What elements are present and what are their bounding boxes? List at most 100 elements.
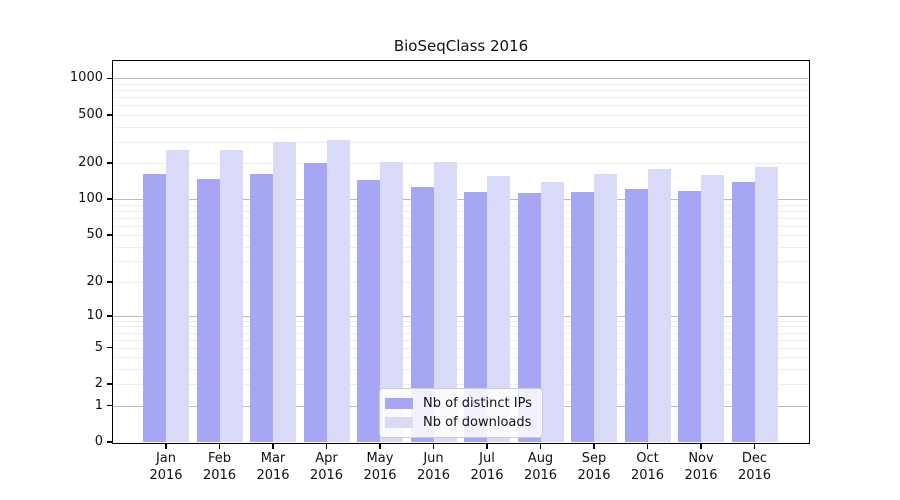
chart-layer: Jan 2016 Feb 2016 Mar 2016 Apr 2016 May 2016 Jun 20… bbox=[70, 61, 808, 483]
x-tick-label: Aug 2016 bbox=[523, 451, 558, 483]
y-gridline-minor bbox=[113, 126, 808, 128]
y-tick-label: 5 bbox=[94, 339, 103, 355]
y-tick bbox=[106, 281, 112, 283]
y-tick bbox=[106, 383, 112, 385]
x-tick bbox=[539, 443, 542, 449]
y-tick-label: 1000 bbox=[69, 70, 103, 86]
legend-item: Nb of distinct IPs bbox=[385, 394, 532, 413]
y-gridline-minor bbox=[113, 210, 808, 212]
y-gridline-minor bbox=[113, 83, 808, 85]
y-gridline-minor bbox=[113, 105, 808, 107]
bar-distinct-ips bbox=[464, 192, 487, 442]
x-tick-label: May 2016 bbox=[363, 451, 397, 483]
bar-distinct-ips bbox=[196, 179, 220, 442]
x-tick bbox=[325, 443, 328, 449]
y-tick bbox=[106, 234, 112, 236]
x-tick bbox=[432, 443, 435, 449]
y-tick-label: 0 bbox=[94, 434, 103, 449]
x-tick bbox=[272, 443, 274, 449]
y-gridline-minor bbox=[113, 114, 808, 116]
y-gridline-minor bbox=[113, 369, 808, 370]
y-tick-label: 10 bbox=[86, 307, 103, 323]
bar-downloads bbox=[701, 175, 724, 442]
y-gridline-minor bbox=[113, 217, 808, 219]
y-tick-label: 1 bbox=[94, 397, 103, 413]
x-tick-label: Feb 2016 bbox=[202, 451, 237, 483]
x-tick bbox=[218, 443, 221, 449]
bar-downloads bbox=[540, 181, 564, 442]
y-tick bbox=[106, 404, 112, 407]
bar-distinct-ips bbox=[731, 182, 755, 442]
y-tick bbox=[106, 315, 112, 317]
x-tick bbox=[646, 443, 649, 449]
bar-distinct-ips bbox=[303, 162, 327, 442]
bar-distinct-ips bbox=[517, 192, 541, 442]
bar-downloads bbox=[433, 161, 457, 442]
legend-swatch-downloads bbox=[385, 417, 413, 428]
y-gridline-minor bbox=[113, 225, 808, 227]
y-gridline-minor bbox=[113, 339, 808, 341]
y-gridline-minor bbox=[113, 90, 808, 92]
legend-label-downloads: Nb of downloads bbox=[423, 415, 532, 430]
x-tick-label: Apr 2016 bbox=[309, 451, 344, 483]
bar-distinct-ips bbox=[624, 188, 648, 442]
y-tick bbox=[106, 114, 112, 116]
y-gridline-minor bbox=[113, 235, 808, 236]
y-gridline-minor bbox=[113, 204, 808, 206]
x-tick-label: Jan 2016 bbox=[149, 451, 183, 483]
chart-title: BioSeqClass 2016 bbox=[393, 37, 529, 55]
bar-distinct-ips bbox=[571, 192, 594, 442]
x-tick bbox=[379, 443, 381, 449]
bar-distinct-ips bbox=[143, 173, 166, 442]
y-tick-label: 200 bbox=[78, 154, 103, 170]
bar-downloads bbox=[754, 167, 778, 442]
y-tick bbox=[106, 346, 112, 349]
y-tick bbox=[106, 162, 112, 164]
x-tick bbox=[165, 443, 167, 449]
y-gridline-minor bbox=[113, 141, 808, 143]
bar-downloads bbox=[594, 173, 617, 442]
x-tick-label: Jul 2016 bbox=[470, 451, 504, 483]
y-gridline-minor bbox=[113, 246, 808, 248]
x-tick bbox=[486, 443, 488, 449]
y-gridline-major bbox=[113, 199, 808, 201]
bar-downloads bbox=[487, 175, 510, 442]
y-gridline-minor bbox=[113, 357, 808, 359]
y-gridline-minor bbox=[113, 320, 808, 322]
y-gridline-minor bbox=[113, 281, 808, 283]
legend: Nb of distinct IPs Nb of downloads bbox=[379, 388, 543, 438]
y-gridline-minor bbox=[113, 326, 808, 328]
x-tick-label: Nov 2016 bbox=[684, 451, 718, 483]
y-gridline-minor bbox=[113, 332, 808, 334]
x-tick-label: Jun 2016 bbox=[416, 451, 451, 483]
bar-distinct-ips bbox=[410, 187, 434, 442]
bar-distinct-ips bbox=[357, 180, 380, 442]
y-tick-label: 500 bbox=[78, 106, 103, 122]
bar-downloads bbox=[647, 169, 671, 442]
x-tick-label: Dec 2016 bbox=[737, 451, 772, 483]
x-tick-label: Oct 2016 bbox=[630, 451, 665, 483]
legend-swatch-distinct-ips bbox=[385, 398, 413, 409]
y-tick bbox=[106, 441, 112, 443]
bar-downloads bbox=[166, 149, 189, 442]
bar-distinct-ips bbox=[250, 174, 273, 442]
x-tick bbox=[753, 443, 756, 449]
y-tick bbox=[106, 77, 112, 80]
y-tick bbox=[106, 198, 112, 200]
bar-downloads bbox=[219, 149, 243, 442]
y-gridline-minor bbox=[113, 347, 808, 349]
y-gridline-minor bbox=[113, 97, 808, 99]
y-tick-label: 2 bbox=[94, 376, 103, 392]
plot-area: Jan 2016 Feb 2016 Mar 2016 Apr 2016 May 2016 Jun 20… bbox=[70, 60, 810, 483]
bar-downloads bbox=[380, 161, 403, 442]
y-tick-label: 20 bbox=[86, 273, 103, 289]
bar-distinct-ips bbox=[678, 191, 701, 442]
y-tick-label: 50 bbox=[86, 227, 103, 242]
bar-downloads bbox=[326, 139, 350, 442]
x-tick-label: Sep 2016 bbox=[577, 451, 611, 483]
x-tick-label: Mar 2016 bbox=[256, 451, 290, 483]
x-tick bbox=[593, 443, 595, 449]
y-tick-label: 100 bbox=[78, 191, 103, 207]
y-gridline-minor bbox=[113, 261, 808, 263]
